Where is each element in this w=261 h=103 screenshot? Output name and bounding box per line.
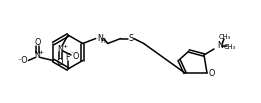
Text: O: O bbox=[209, 68, 215, 77]
Text: O: O bbox=[73, 52, 79, 60]
Text: CH₃: CH₃ bbox=[219, 34, 231, 40]
Text: N: N bbox=[57, 44, 63, 53]
Text: S: S bbox=[128, 34, 133, 43]
Text: H: H bbox=[100, 38, 105, 44]
Text: CH₃: CH₃ bbox=[224, 44, 236, 50]
Text: F: F bbox=[66, 53, 70, 61]
Text: ⁻: ⁻ bbox=[70, 52, 74, 57]
Text: N: N bbox=[217, 40, 223, 50]
Text: +: + bbox=[39, 50, 44, 55]
Text: O: O bbox=[57, 58, 63, 67]
Text: +: + bbox=[62, 43, 68, 49]
Text: N: N bbox=[34, 51, 40, 60]
Text: N: N bbox=[97, 34, 103, 43]
Text: ⁻O: ⁻O bbox=[18, 56, 29, 65]
Text: O: O bbox=[34, 38, 40, 47]
